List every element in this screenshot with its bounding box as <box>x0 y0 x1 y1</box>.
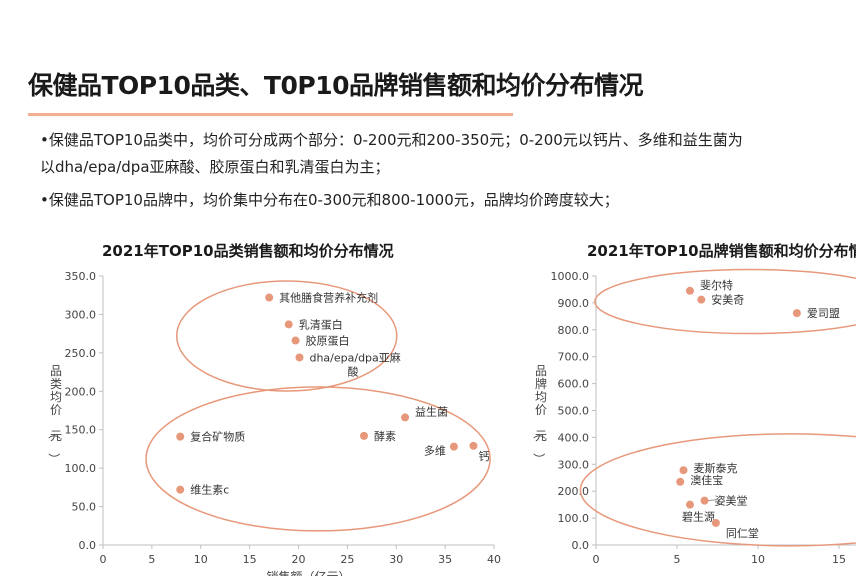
x-tick-label: 20 <box>292 553 306 566</box>
point-label: 复合矿物质 <box>190 430 245 444</box>
point-label: 酵素 <box>374 430 396 443</box>
scatter-point <box>685 500 694 509</box>
y-tick-label: 200.0 <box>65 385 97 398</box>
point-label: 姿美堂 <box>715 495 748 508</box>
x-tick-label: 0 <box>100 553 107 566</box>
scatter-point <box>291 336 300 345</box>
point-label: 安美奇 <box>711 293 744 307</box>
scatter-point <box>792 309 801 318</box>
y-tick-label: 300.0 <box>558 458 590 471</box>
scatter-point <box>469 441 478 450</box>
title-underline <box>28 113 513 116</box>
chart-title-category: 2021年TOP10品类销售额和均价分布情况 <box>102 242 394 260</box>
scatter-point <box>265 293 274 302</box>
y-tick-label: 350.0 <box>65 270 97 283</box>
point-label: 碧生源 <box>682 510 715 524</box>
chart-title-brand: 2021年TOP10品牌销售额和均价分布情况 <box>587 242 856 260</box>
page-title: 保健品TOP10品类、T0P10品牌销售额和均价分布情况 <box>28 71 643 100</box>
y-tick-label: 300.0 <box>65 308 97 321</box>
point-label: 钙 <box>478 449 489 463</box>
point-label: 爱司盟 <box>807 307 840 320</box>
brand-scatter-chart: 0.0 100.0 200.0 300.0 400.0 500.0 600.0 700.0 80… <box>532 268 856 566</box>
point-label: dha/epa/dpa亚麻酸 <box>309 350 400 378</box>
x-tick-label: 15 <box>243 553 257 566</box>
y-tick-label: 150.0 <box>65 424 97 437</box>
scatter-point <box>449 442 458 451</box>
point-label: 麦斯泰克 <box>693 461 737 475</box>
y-tick-label: 900.0 <box>558 297 590 310</box>
y-tick-label: 700.0 <box>558 351 590 364</box>
x-tick-label: 15 <box>832 553 846 566</box>
scatter-point <box>176 432 185 441</box>
y-tick-label: 50.0 <box>72 501 97 514</box>
x-tick-label: 35 <box>438 553 452 566</box>
x-tick-label: 5 <box>674 553 681 566</box>
scatter-point <box>284 320 293 329</box>
x-tick-label: 0 <box>593 553 600 566</box>
scatter-point <box>401 413 410 422</box>
point-label: 乳清蛋白 <box>299 317 343 331</box>
category-scatter-chart: 0.0 50.0 100.0 150.0 200.0 250.0 300.0 350.0 0 5 1… <box>47 270 501 576</box>
y-tick-label: 400.0 <box>558 431 590 444</box>
point-label: 胶原蛋白 <box>306 334 350 348</box>
scatter-point <box>176 485 185 494</box>
point-label: 斐尔特 <box>700 278 733 292</box>
scatter-point <box>711 518 720 527</box>
scatter-point <box>676 477 685 486</box>
cluster-ellipse <box>176 280 398 392</box>
x-axis-label: 销售额（亿元） <box>266 569 350 576</box>
label-leader-line <box>708 498 725 502</box>
bullet-text-2: 以dha/epa/dpa亚麻酸、胶原蛋白和乳清蛋白为主； <box>40 158 390 176</box>
y-tick-label: 100.0 <box>65 462 97 475</box>
x-tick-label: 30 <box>389 553 403 566</box>
point-label: 同仁堂 <box>726 527 759 540</box>
scatter-point <box>359 431 368 440</box>
y-tick-label: 250.0 <box>65 347 97 360</box>
cluster-ellipse <box>145 386 491 532</box>
x-tick-label: 25 <box>340 553 354 566</box>
cluster-ellipse <box>579 433 856 547</box>
cluster-ellipse <box>594 268 856 335</box>
scatter-point <box>679 466 688 475</box>
scatter-point <box>295 353 304 362</box>
y-tick-label: 800.0 <box>558 324 590 337</box>
y-tick-label: 0.0 <box>79 539 97 552</box>
scatter-point <box>685 286 694 295</box>
y-tick-label: 600.0 <box>558 378 590 391</box>
x-tick-label: 10 <box>751 553 765 566</box>
point-label: 维生素c <box>190 483 229 497</box>
y-tick-label: 0.0 <box>572 539 590 552</box>
point-label: 其他膳食营养补充剂 <box>279 291 378 305</box>
scatter-point <box>697 295 706 304</box>
bullet-text-1: •保健品TOP10品类中，均价可分成两个部分：0-200元和200-350元；0… <box>40 131 743 149</box>
bullet-text-3: •保健品TOP10品牌中，均价集中分布在0-300元和800-1000元，品牌均… <box>40 191 619 209</box>
scatter-point <box>700 496 709 505</box>
x-tick-label: 40 <box>487 553 501 566</box>
point-label: 多维 <box>424 444 446 458</box>
y-axis-label: 品牌均价（元） <box>532 364 547 465</box>
x-tick-label: 5 <box>148 553 155 566</box>
y-tick-label: 200.0 <box>558 485 590 498</box>
y-tick-label: 1000.0 <box>551 270 590 283</box>
point-label: 澳佳宝 <box>690 473 723 487</box>
y-axis-label: 品类均价（元） <box>47 364 62 465</box>
point-label: 益生菌 <box>415 404 448 418</box>
y-tick-label: 100.0 <box>558 512 590 525</box>
y-tick-label: 500.0 <box>558 405 590 418</box>
x-tick-label: 10 <box>194 553 208 566</box>
